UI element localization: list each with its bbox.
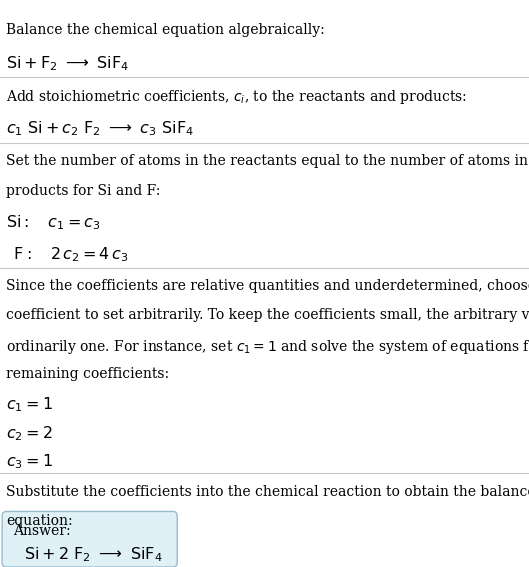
Text: Since the coefficients are relative quantities and underdetermined, choose a: Since the coefficients are relative quan… xyxy=(6,279,529,293)
Text: Set the number of atoms in the reactants equal to the number of atoms in the: Set the number of atoms in the reactants… xyxy=(6,154,529,168)
Text: equation:: equation: xyxy=(6,514,73,528)
Text: $\mathrm{Si:} \quad c_1 = c_3$: $\mathrm{Si:} \quad c_1 = c_3$ xyxy=(6,214,101,232)
Text: Balance the chemical equation algebraically:: Balance the chemical equation algebraica… xyxy=(6,23,325,37)
Text: remaining coefficients:: remaining coefficients: xyxy=(6,367,169,382)
Text: Add stoichiometric coefficients, $c_i$, to the reactants and products:: Add stoichiometric coefficients, $c_i$, … xyxy=(6,88,468,106)
Text: Answer:: Answer: xyxy=(13,524,70,538)
Text: $c_3 = 1$: $c_3 = 1$ xyxy=(6,452,53,471)
Text: $c_1\ \mathrm{Si} + c_2\ \mathrm{F_2} \ \longrightarrow \ c_3\ \mathrm{SiF_4}$: $c_1\ \mathrm{Si} + c_2\ \mathrm{F_2} \ … xyxy=(6,119,194,138)
Text: $\mathrm{Si + F_2 \ \longrightarrow \ SiF_4}$: $\mathrm{Si + F_2 \ \longrightarrow \ Si… xyxy=(6,54,130,73)
Text: $\mathrm{\enspace F:} \quad 2\,c_2 = 4\,c_3$: $\mathrm{\enspace F:} \quad 2\,c_2 = 4\,… xyxy=(6,245,129,264)
Text: Substitute the coefficients into the chemical reaction to obtain the balanced: Substitute the coefficients into the che… xyxy=(6,485,529,499)
Text: products for Si and F:: products for Si and F: xyxy=(6,184,161,198)
Text: $c_2 = 2$: $c_2 = 2$ xyxy=(6,424,53,443)
Text: ordinarily one. For instance, set $c_1 = 1$ and solve the system of equations fo: ordinarily one. For instance, set $c_1 =… xyxy=(6,338,529,356)
Text: $c_1 = 1$: $c_1 = 1$ xyxy=(6,396,53,414)
Text: coefficient to set arbitrarily. To keep the coefficients small, the arbitrary va: coefficient to set arbitrarily. To keep … xyxy=(6,308,529,323)
Text: $\mathrm{Si + 2\ F_2 \ \longrightarrow \ SiF_4}$: $\mathrm{Si + 2\ F_2 \ \longrightarrow \… xyxy=(24,545,162,564)
FancyBboxPatch shape xyxy=(2,511,177,567)
